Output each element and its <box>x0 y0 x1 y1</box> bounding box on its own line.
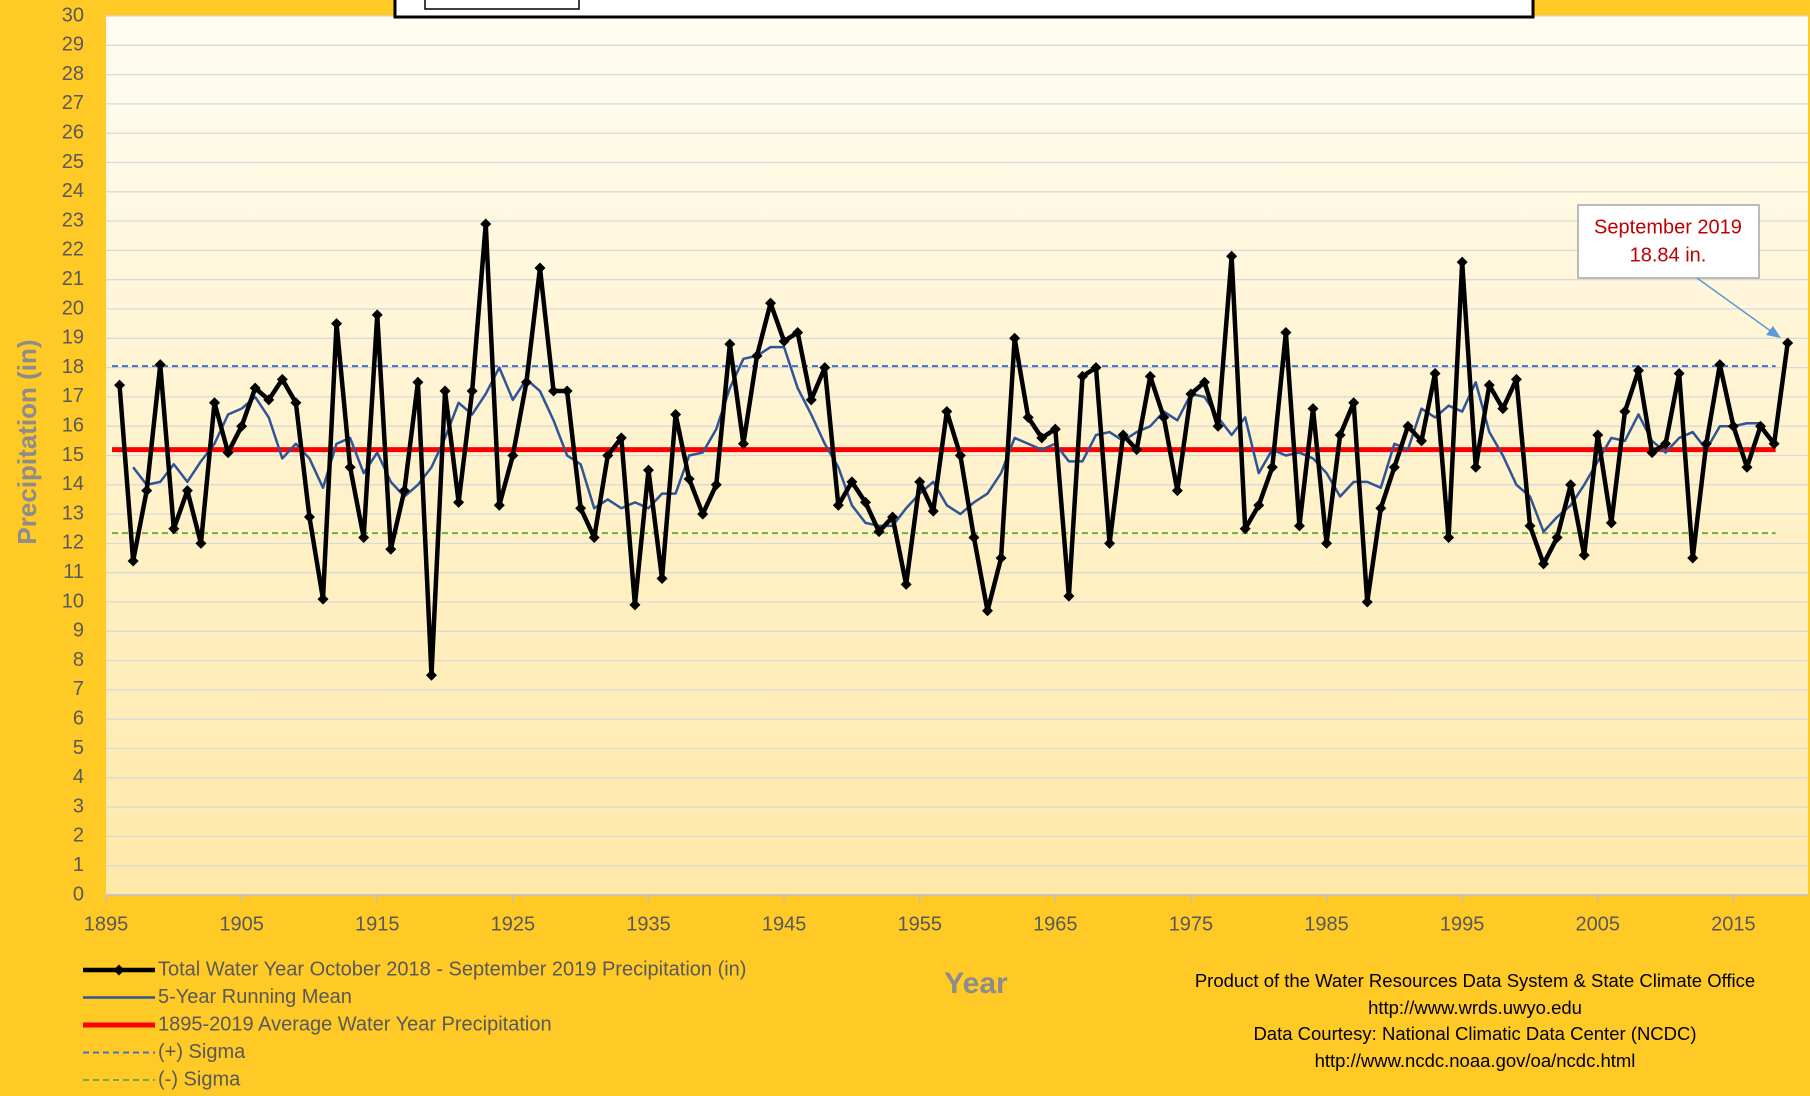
y-tick-label: 9 <box>73 620 84 642</box>
legend-label: Total Water Year October 2018 - Septembe… <box>158 958 746 980</box>
annotation-text: 18.84 in. <box>1630 244 1707 266</box>
y-tick-label: 29 <box>62 34 84 56</box>
x-tick-label: 1915 <box>355 913 400 935</box>
y-tick-label: 13 <box>62 502 84 524</box>
y-tick-label: 12 <box>62 532 84 554</box>
x-tick-label: 1965 <box>1033 913 1078 935</box>
footnote: Product of the Water Resources Data Syst… <box>1195 970 1755 991</box>
x-tick-label: 1985 <box>1304 913 1349 935</box>
legend-label: 5-Year Running Mean <box>158 986 352 1008</box>
inset-image <box>425 0 579 9</box>
footnotes: Product of the Water Resources Data Syst… <box>1195 970 1755 1071</box>
legend-marker <box>114 965 125 976</box>
y-tick-label: 19 <box>62 327 84 349</box>
legend-label: 1895-2019 Average Water Year Precipitati… <box>158 1013 552 1035</box>
chart: 0123456789101112131415161718192021222324… <box>0 0 1810 1096</box>
y-tick-label: 20 <box>62 297 84 319</box>
y-tick-label: 25 <box>62 151 84 173</box>
x-axis-title: Year <box>944 967 1008 1000</box>
y-tick-label: 17 <box>62 385 84 407</box>
y-tick-label: 23 <box>62 209 84 231</box>
y-tick-label: 30 <box>62 4 84 26</box>
y-tick-label: 28 <box>62 63 84 85</box>
legend: Total Water Year October 2018 - Septembe… <box>83 958 746 1090</box>
y-tick-label: 8 <box>73 649 84 671</box>
annotation-text: September 2019 <box>1594 216 1742 238</box>
footnote: http://www.wrds.uwyo.edu <box>1368 997 1582 1018</box>
y-tick-label: 6 <box>73 707 84 729</box>
x-tick-label: 2015 <box>1711 913 1756 935</box>
x-tick-label: 1905 <box>219 913 264 935</box>
y-tick-label: 18 <box>62 356 84 378</box>
y-tick-label: 11 <box>63 561 84 583</box>
y-tick-label: 27 <box>62 92 84 114</box>
footnote: Data Courtesy: National Climatic Data Ce… <box>1253 1023 1696 1044</box>
y-tick-label: 21 <box>62 268 84 290</box>
y-tick-label: 0 <box>73 883 84 905</box>
y-tick-label: 5 <box>73 737 84 759</box>
x-tick-label: 1955 <box>897 913 942 935</box>
y-tick-label: 1 <box>73 854 84 876</box>
x-tick-label: 1945 <box>762 913 807 935</box>
x-tick-label: 1975 <box>1169 913 1214 935</box>
y-tick-label: 7 <box>73 678 84 700</box>
y-tick-label: 14 <box>62 473 84 495</box>
y-tick-label: 2 <box>73 825 84 847</box>
y-tick-label: 22 <box>62 239 84 261</box>
y-tick-label: 16 <box>62 414 84 436</box>
y-tick-label: 10 <box>62 590 84 612</box>
y-tick-label: 24 <box>62 180 84 202</box>
y-tick-label: 3 <box>73 795 84 817</box>
x-tick-label: 1925 <box>491 913 536 935</box>
footnote: http://www.ncdc.noaa.gov/oa/ncdc.html <box>1315 1050 1636 1071</box>
x-tick-label: 1935 <box>626 913 671 935</box>
x-tick-label: 1895 <box>84 913 129 935</box>
legend-label: (+) Sigma <box>158 1041 246 1063</box>
y-tick-label: 15 <box>62 444 84 466</box>
x-tick-label: 1995 <box>1440 913 1485 935</box>
y-tick-label: 4 <box>73 766 84 788</box>
y-tick-label: 26 <box>62 121 84 143</box>
x-tick-label: 2005 <box>1576 913 1621 935</box>
legend-label: (-) Sigma <box>158 1068 241 1090</box>
y-axis-title: Precipitation (in) <box>12 339 42 544</box>
